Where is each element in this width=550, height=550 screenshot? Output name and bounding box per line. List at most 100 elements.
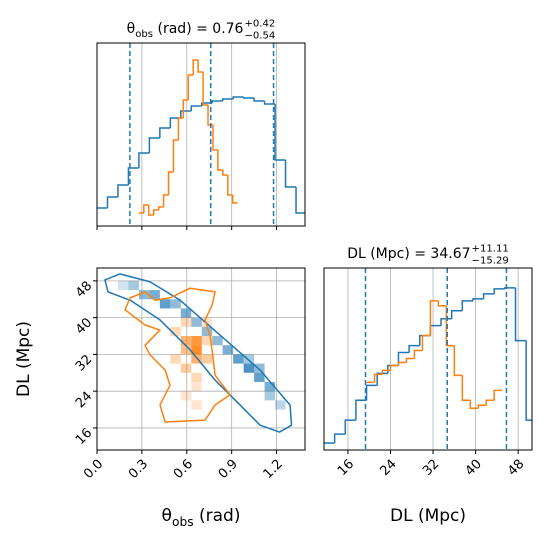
density-cell [191,381,202,392]
density-cell [264,381,276,392]
x-tick-label: 1.2 [261,457,286,482]
density-cell [180,391,192,401]
hist-step [413,349,423,359]
hist-step [242,97,255,99]
x-tick-label: 24 [377,457,399,479]
density-cell [201,326,213,337]
hist-step [429,300,439,336]
hist-step [493,288,505,294]
density-cell [170,299,181,309]
hist-step [221,98,234,101]
y-tick-label: 32 [73,352,95,374]
label-text: DL (Mpc) [14,321,34,397]
label-text: DL (Mpc) = 34.67 [347,246,470,262]
hist-step [485,399,495,406]
x-tick-label: 0.9 [216,457,241,482]
density-cell [159,299,171,309]
hist-step [227,175,233,196]
density-cell [149,290,160,300]
density-cell [191,336,202,346]
density-cell [222,345,234,355]
label-part: obs [135,29,153,40]
density-cell [180,308,192,318]
hist-step [387,364,399,374]
density-cell [201,336,213,346]
hist-step [381,369,391,375]
density-cell [275,400,286,410]
hist-step [172,139,179,172]
label-upper: +0.42 [244,19,275,30]
hist-step [217,150,223,171]
hist-step [333,433,346,444]
hist-step [461,300,473,311]
y-tick-label: 40 [73,315,95,337]
density-cell [191,317,202,327]
x-tick-label: 0.3 [126,457,151,482]
hist-step [493,389,503,401]
hist-step [397,351,410,366]
hist-step [408,344,420,353]
hist-step [284,160,297,188]
label-text: θobs (rad) = 0.76 [127,21,244,40]
hist-step [192,59,199,75]
x-tick-label: 0.0 [81,457,106,482]
hist-step [437,300,447,307]
hist-step [231,195,238,204]
y-tick-label: 16 [73,426,95,448]
hist-step [212,125,218,151]
contour [124,287,231,423]
frame [323,267,533,451]
density-cell [243,363,255,373]
density-cell [201,317,213,327]
label-part: DL (Mpc) [390,506,466,526]
label-part: DL (Mpc) = 34.67 [347,246,470,262]
y-tick-label: 24 [73,389,95,411]
density-cell [233,354,244,364]
hist-step [200,102,213,106]
hist-step [138,152,150,168]
hist-step [295,187,305,214]
density-cell [180,345,192,355]
density-cell [180,336,192,346]
hist-step [482,293,495,299]
label-part: DL (Mpc) [14,321,34,397]
label-upper: +11.11 [472,244,509,255]
hist-step [469,400,479,409]
label-part: θ [162,506,172,526]
hist-step [169,117,181,128]
hist-step [187,74,194,100]
density-cell [191,400,202,410]
label-group: DL (Mpc) [14,321,34,397]
hist-step [202,72,209,106]
label-lower: −15.29 [472,256,509,267]
density-cell [254,372,265,382]
hist-step [148,205,154,216]
hist-step [274,104,286,161]
hist-step [222,170,228,176]
hist-step [180,110,192,118]
label-group: DL (Mpc) = 34.67 +11.11−15.29 [347,244,509,267]
density-cell [191,372,202,382]
hist-step [397,361,407,366]
hist-step [211,100,223,103]
hist-step [365,384,378,401]
label-group: θobs (rad) [162,506,241,529]
hist-step [461,375,471,402]
density-cell [243,354,255,364]
plot-area [324,268,532,450]
label-text: θobs (rad) [162,506,241,529]
hist-step [106,196,118,208]
density-cell [180,317,192,327]
hist-step [514,287,527,342]
density-cell [191,354,202,364]
hist-step [232,96,244,99]
density-cell [180,363,192,373]
label-text: DL (Mpc) [390,506,466,526]
hist-step [159,127,171,138]
hist-step [389,364,399,371]
hist-step [152,209,159,215]
hist-step [477,404,487,409]
hist-step [162,194,169,207]
hist-step [472,298,484,301]
